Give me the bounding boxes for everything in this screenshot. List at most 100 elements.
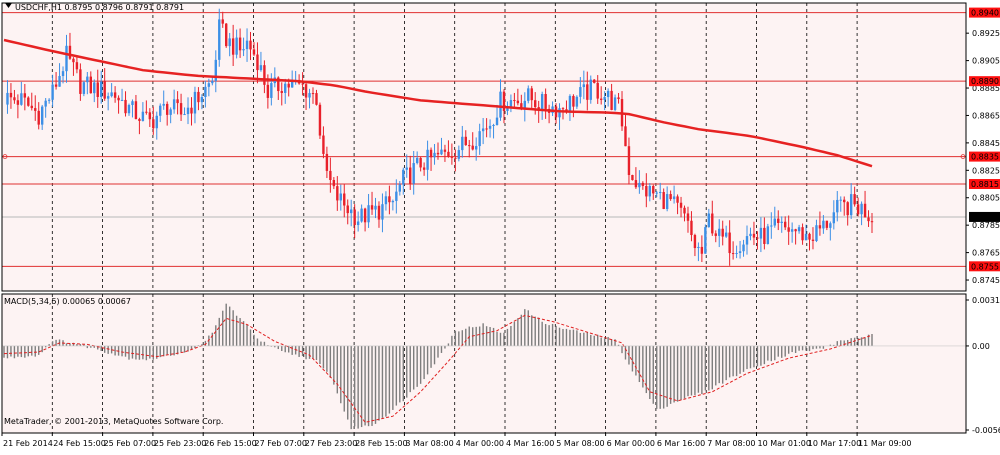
candle-body: [131, 101, 134, 105]
candle-body: [395, 191, 398, 201]
candle-body: [231, 38, 235, 55]
candle-body: [679, 202, 683, 208]
current-price-badge: [969, 211, 1000, 222]
time-label: 7 Mar 08:00: [707, 439, 755, 448]
candle-body: [204, 86, 207, 98]
candle-body: [65, 45, 68, 72]
candle-body: [47, 99, 51, 101]
candle-body: [527, 88, 530, 101]
candle-body: [197, 91, 200, 103]
candle-body: [34, 108, 37, 111]
candle-body: [165, 103, 169, 115]
candle-body: [318, 104, 322, 136]
candle-body: [634, 180, 638, 188]
candle-body: [211, 80, 214, 84]
price-tick-label: 0.8745: [972, 276, 1000, 285]
candle-body: [242, 49, 245, 51]
candle-body: [228, 38, 231, 47]
candle-body: [322, 135, 325, 154]
candle-body: [676, 196, 679, 203]
price-tick-label: 0.8865: [972, 111, 1000, 120]
candle-body: [683, 207, 686, 214]
current-price-label: 0.8791: [969, 211, 1000, 222]
candle-body: [613, 97, 617, 110]
candle-body: [624, 126, 627, 147]
candle-body: [405, 167, 408, 170]
candle-body: [849, 194, 853, 216]
candle-body: [502, 91, 506, 111]
candle-body: [409, 167, 412, 184]
candle-body: [707, 213, 711, 228]
price-axis[interactable]: 0.8925 0.8905 0.8885 0.8865 0.8845 0.8825 0.88…: [966, 29, 1000, 285]
candle-body: [516, 100, 520, 104]
price-panel-title: USDCHF,H1 0.8795 0.8796 0.8791 0.8791: [15, 3, 184, 12]
candle-body: [724, 232, 728, 237]
candle-body: [346, 205, 349, 214]
candle-body: [520, 103, 523, 108]
candle-body: [572, 95, 575, 107]
candle-body: [145, 111, 148, 113]
candle-body: [499, 91, 502, 118]
candle-body: [659, 192, 662, 194]
candle-body: [225, 23, 228, 47]
candle-body: [593, 79, 596, 83]
horizontal-levels[interactable]: [2, 12, 966, 267]
candle-body: [96, 82, 99, 97]
level-anchor-icon: [2, 154, 8, 160]
candle-body: [488, 125, 492, 129]
candle-body: [270, 83, 273, 98]
time-label: 3 Mar 08:00: [405, 439, 453, 448]
candle-body: [433, 152, 436, 158]
moving-average-line: [3, 38, 873, 168]
price-panel-background: [2, 3, 966, 291]
macd-tick-label: 0.00315: [972, 296, 1000, 305]
candle-body: [672, 196, 676, 200]
level-label-badge: [969, 261, 1000, 272]
candle-body: [731, 253, 735, 255]
candle-body: [669, 194, 672, 200]
candle-body: [93, 82, 96, 94]
candle-body: [27, 97, 30, 106]
candle-body: [752, 233, 756, 238]
candle-body: [648, 185, 651, 197]
candle-body: [763, 227, 766, 244]
candle-body: [79, 69, 82, 94]
candle-body: [422, 167, 426, 170]
candle-body: [384, 196, 388, 205]
candle-body: [176, 99, 179, 104]
candle-body: [138, 119, 141, 121]
macd-axis[interactable]: 0.00315 0.00 -0.00561: [966, 296, 1000, 435]
candle-body: [343, 193, 346, 206]
candle-body: [815, 225, 818, 241]
candle-body: [113, 92, 117, 98]
candle-body: [16, 100, 20, 105]
level-anchor-icon: [960, 154, 966, 160]
candle-body: [329, 170, 332, 181]
candle-body: [415, 157, 419, 164]
candle-body: [697, 246, 700, 249]
candle-body: [20, 93, 23, 105]
candle-body: [58, 76, 61, 87]
time-label: 25 Feb 23:00: [154, 439, 206, 448]
candle-body: [745, 236, 749, 245]
candlestick-series: [6, 8, 874, 266]
candle-body: [325, 153, 329, 171]
candle-body: [103, 81, 106, 99]
candle-body: [256, 54, 259, 71]
level-label-text: 0.8890: [971, 77, 999, 86]
symbol-menu-arrow-icon[interactable]: [5, 3, 12, 8]
candle-body: [419, 157, 422, 168]
candle-body: [238, 37, 242, 51]
candle-body: [429, 149, 433, 158]
candle-body: [117, 97, 120, 101]
candle-body: [627, 146, 631, 176]
candle-body: [797, 227, 801, 232]
candle-body: [169, 109, 172, 115]
time-label: 27 Feb 23:00: [305, 439, 357, 448]
candle-body: [51, 84, 54, 100]
candle-body: [54, 84, 58, 87]
candle-body: [777, 218, 780, 223]
